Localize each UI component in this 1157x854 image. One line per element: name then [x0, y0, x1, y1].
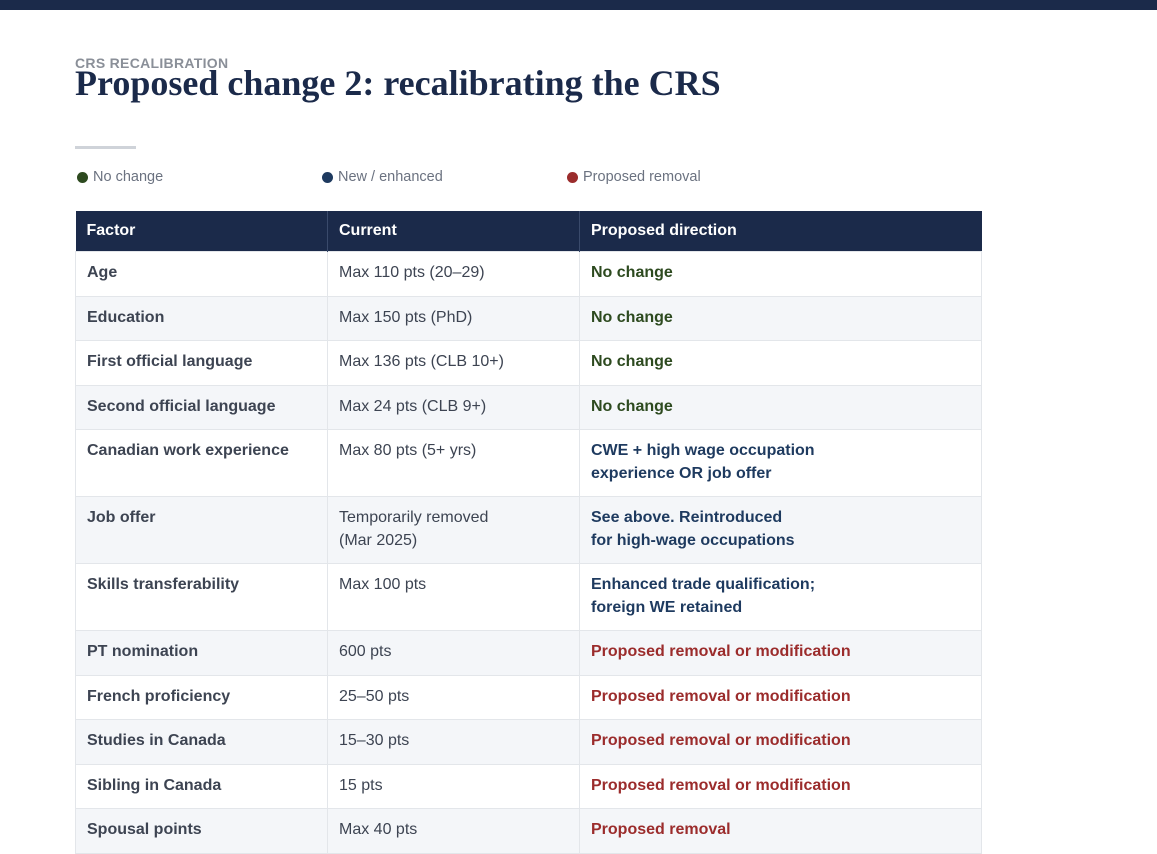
- table-row: French proficiency 25–50 pts Proposed remo…: [75, 674, 982, 720]
- factor-cell: Education: [75, 295, 328, 341]
- current-cell: Max 110 pts (20–29): [327, 251, 580, 296]
- legend-label: New / enhanced: [338, 169, 443, 185]
- current-cell: 15–30 pts: [327, 719, 580, 764]
- table-row: PT nomination 600 pts Proposed removal or …: [75, 630, 982, 675]
- current-cell: Max 136 pts (CLB 10+): [327, 340, 580, 385]
- title-divider: [75, 146, 136, 149]
- current-cell: Max 40 pts: [327, 808, 580, 854]
- table-row: Spousal points Max 40 pts Proposed removal: [75, 808, 982, 854]
- table-header-row: Factor Current Proposed direction: [75, 211, 982, 252]
- factor-cell: PT nomination: [75, 630, 328, 675]
- table-row: Education Max 150 pts (PhD) No change: [75, 295, 982, 341]
- factor-cell: Canadian work experience: [75, 429, 328, 497]
- current-cell: Max 100 pts: [327, 563, 580, 631]
- blue-dot-icon: [322, 171, 333, 183]
- proposed-direction-cell: Proposed removal or modification: [579, 719, 982, 764]
- factor-cell: Age: [75, 251, 328, 296]
- current-cell: Max 150 pts (PhD): [327, 295, 580, 341]
- proposed-direction-cell: Proposed removal or modification: [579, 674, 982, 720]
- eyebrow-label: CRS RECALIBRATION: [75, 55, 229, 71]
- proposed-direction-cell: No change: [579, 295, 982, 341]
- legend-label: Proposed removal: [583, 169, 701, 185]
- table-row: Studies in Canada 15–30 pts Proposed remov…: [75, 719, 982, 764]
- factor-cell: Skills transferability: [75, 563, 328, 631]
- table-row: Job offer Temporarily removed (Mar 2025) S…: [75, 496, 982, 564]
- factor-cell: French proficiency: [75, 674, 328, 720]
- proposed-direction-cell: Enhanced trade qualification; foreign WE…: [579, 563, 982, 631]
- current-cell: 25–50 pts: [327, 674, 580, 720]
- table-row: Skills transferability Max 100 pts Enhance…: [75, 563, 982, 631]
- legend-item-new-enhanced: New / enhanced: [320, 169, 443, 185]
- current-cell: 600 pts: [327, 630, 580, 675]
- factor-cell: Sibling in Canada: [75, 763, 328, 809]
- current-cell: 15 pts: [327, 763, 580, 809]
- column-header-factor: Factor: [75, 211, 328, 252]
- proposed-direction-cell: Proposed removal or modification: [579, 763, 982, 809]
- proposed-direction-cell: CWE + high wage occupation experience OR…: [579, 429, 982, 497]
- current-cell: Temporarily removed (Mar 2025): [327, 496, 580, 564]
- current-cell: Max 24 pts (CLB 9+): [327, 384, 580, 430]
- crs-factors-table: Factor Current Proposed direction Age Max…: [75, 211, 982, 854]
- table-row: Age Max 110 pts (20–29) No change: [75, 251, 982, 296]
- proposed-direction-cell: Proposed removal: [579, 808, 982, 854]
- proposed-direction-cell: No change: [579, 384, 982, 430]
- green-dot-icon: [77, 171, 88, 183]
- legend-item-proposed-removal: Proposed removal: [565, 169, 701, 185]
- table-row: Sibling in Canada 15 pts Proposed removal …: [75, 763, 982, 809]
- factor-cell: Job offer: [75, 496, 328, 564]
- column-header-proposed: Proposed direction: [579, 211, 982, 252]
- proposed-direction-cell: No change: [579, 340, 982, 385]
- factor-cell: Second official language: [75, 384, 328, 430]
- factor-cell: Spousal points: [75, 808, 328, 854]
- legend: No change New / enhanced Proposed remova…: [75, 169, 775, 189]
- column-header-current: Current: [327, 211, 580, 252]
- proposed-direction-cell: No change: [579, 251, 982, 296]
- table-row: Canadian work experience Max 80 pts (5+ y…: [75, 429, 982, 497]
- proposed-direction-cell: See above. Reintroduced for high-wage oc…: [579, 496, 982, 564]
- page-title: Proposed change 2: recalibrating the CRS: [75, 63, 721, 103]
- legend-item-no-change: No change: [75, 169, 163, 185]
- current-cell: Max 80 pts (5+ yrs): [327, 429, 580, 497]
- table-row: First official language Max 136 pts (CLB …: [75, 340, 982, 385]
- factor-cell: First official language: [75, 340, 328, 385]
- factor-cell: Studies in Canada: [75, 719, 328, 764]
- legend-label: No change: [93, 169, 164, 185]
- table-row: Second official language Max 24 pts (CLB …: [75, 384, 982, 430]
- proposed-direction-cell: Proposed removal or modification: [579, 630, 982, 675]
- red-dot-icon: [567, 171, 578, 183]
- top-bar: [0, 0, 1157, 10]
